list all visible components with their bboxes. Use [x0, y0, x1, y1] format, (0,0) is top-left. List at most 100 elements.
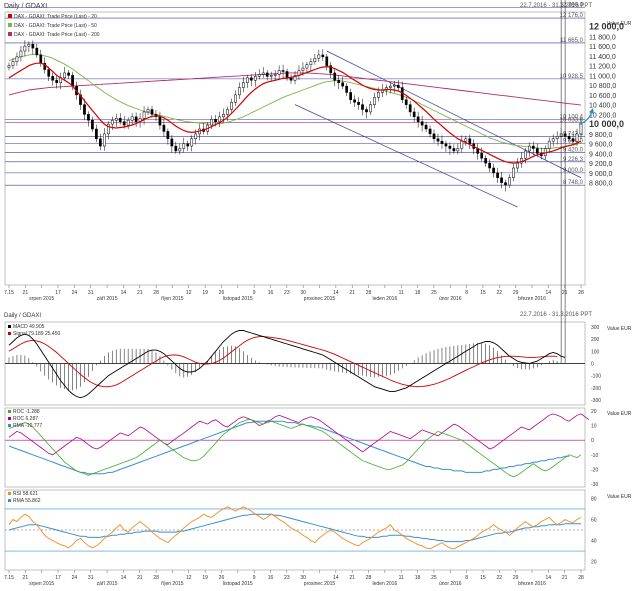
x-month-label: prosinec 2015	[304, 581, 336, 587]
x-day-label: 16	[268, 290, 274, 296]
candle-body	[551, 138, 555, 142]
candle-body	[460, 140, 464, 149]
price-y-tick-label: 11 400,0	[589, 54, 616, 61]
macd-panel[interactable]: 300 200 100 0 -100 -200 -300 MACD 49.905Signal …	[5, 0, 632, 404]
candle-body	[15, 56, 19, 62]
candle-body	[317, 54, 321, 59]
x-day-label: 25	[431, 290, 437, 296]
candle-body	[345, 85, 348, 93]
x-day-label: 21	[349, 290, 355, 296]
candle-body	[277, 70, 281, 75]
candle-body	[571, 138, 575, 142]
candle-body	[7, 65, 11, 68]
price-y-tick-label: 9 200,0	[589, 161, 612, 168]
price-axis-unit: Value EUR	[607, 21, 632, 27]
roc-green-line	[8, 419, 582, 478]
x-day-label: 15	[480, 575, 486, 581]
candle-body	[253, 76, 257, 81]
x-day-label: 14	[333, 290, 339, 296]
x-month-label: leden 2016	[373, 581, 398, 587]
x-day-label: 22	[497, 290, 503, 296]
candle-body	[392, 84, 396, 87]
support-level-label: 12 176,0	[560, 13, 584, 19]
legend-swatch	[8, 424, 11, 427]
support-level-label: 9 226,3	[563, 157, 584, 163]
x-day-label: 21	[23, 290, 29, 296]
x-day-label: 16	[268, 575, 274, 581]
roc-purple-line	[8, 413, 590, 456]
x-month-label: únor 2016	[439, 581, 462, 587]
candle-body	[170, 138, 174, 147]
candle-body	[436, 138, 440, 142]
candle-body	[19, 50, 23, 58]
x-month-label: září 2015	[97, 581, 118, 587]
x-month-label: březen 2016	[518, 296, 546, 302]
roc-y-tick-label: 0	[591, 438, 594, 444]
candle-body	[468, 138, 472, 144]
legend-swatch	[8, 32, 12, 36]
price-panel[interactable]: 12 390,0 12 176,0 11 665,0 10 928,5 10 100,4…	[5, 3, 632, 208]
x-day-label: 14	[121, 290, 127, 296]
x-day-label: 8	[465, 575, 468, 581]
candle-body	[67, 72, 70, 76]
candle-body	[484, 158, 488, 164]
price-y-tick-label: 11 800,0	[589, 34, 616, 41]
x-month-label: listopad 2015	[223, 581, 253, 587]
candle-body	[31, 43, 35, 49]
candle-body	[162, 124, 166, 132]
legend-label: Signal 79.189 25.450	[13, 331, 60, 337]
candle-body	[416, 116, 420, 122]
candle-body	[404, 99, 408, 105]
candle-body	[528, 145, 531, 152]
price-y-tick-label: 10 600,0	[589, 93, 616, 100]
candle-body	[242, 82, 245, 88]
support-level-label: 10 928,5	[560, 74, 584, 80]
x-day-label: 28	[153, 575, 159, 581]
price-y-tick-label: 9 600,0	[589, 142, 612, 149]
candle-body	[51, 76, 55, 81]
x-day-label: 28	[578, 575, 584, 581]
support-level-label: 11 665,0	[560, 38, 584, 44]
candle-body	[301, 67, 305, 71]
candle-body	[194, 133, 198, 139]
candle-body	[512, 167, 515, 178]
candle-body	[535, 148, 539, 154]
x-day-label: 24	[72, 575, 78, 581]
candle-body	[424, 124, 428, 130]
candle-body	[408, 104, 412, 113]
candle-body	[35, 47, 39, 56]
x-day-label: 11	[399, 575, 404, 581]
x-day-label: 23	[284, 290, 290, 296]
x-day-label: 18	[415, 575, 421, 581]
price-y-tick-label: 11 000,0	[589, 73, 616, 80]
price-y-tick-label: 9 400,0	[589, 151, 612, 158]
candle-body	[55, 80, 59, 83]
price-y-tick-label: 11 200,0	[589, 64, 616, 71]
candle-body	[444, 143, 448, 147]
candle-body	[373, 97, 376, 105]
candle-body	[289, 77, 293, 81]
x-month-label: březen 2016	[518, 581, 546, 587]
roc-y-tick-label: 10	[591, 424, 597, 430]
x-day-label: 26	[219, 290, 225, 296]
candle-body	[555, 136, 559, 139]
ma50-line	[8, 53, 582, 149]
candle-body	[452, 148, 456, 152]
candle-body	[448, 145, 452, 149]
x-month-label: leden 2016	[373, 296, 398, 302]
rsi-y-tick-label: 60	[591, 517, 597, 523]
price-y-tick-label: 12 000,0	[589, 22, 624, 32]
price-panel-frame	[4, 11, 586, 286]
macd-y-tick-label: -300	[591, 398, 601, 404]
x-day-label: 14	[546, 575, 552, 581]
x-day-label: 15	[480, 290, 486, 296]
chart-date-range: 22.7.2016 - 31.3.2016 PPT	[520, 3, 592, 9]
candle-body	[134, 116, 138, 122]
x-day-label: 26	[219, 575, 225, 581]
macd-y-tick-label: -200	[591, 386, 601, 392]
candle-body	[440, 140, 444, 144]
candle-body	[71, 75, 74, 87]
candle-body	[508, 177, 511, 186]
